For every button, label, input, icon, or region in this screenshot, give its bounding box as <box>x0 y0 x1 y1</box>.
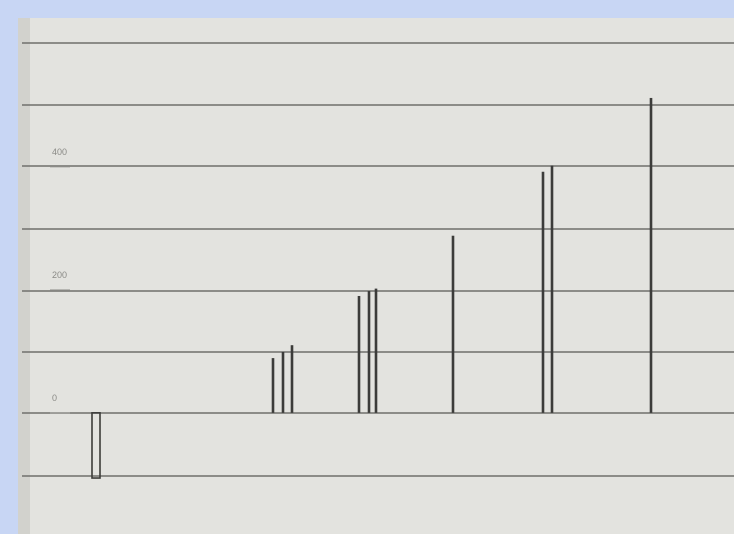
page: {"chart_data": {"type": "bar", "categori… <box>0 0 734 534</box>
y-tick-label: 400 <box>52 147 67 157</box>
chart: 0 200 400 <box>0 0 734 534</box>
bar <box>551 166 554 413</box>
paper <box>18 18 734 534</box>
bar <box>272 358 275 413</box>
y-tick-label: 0 <box>52 393 57 403</box>
paper-edge <box>18 18 30 534</box>
bar <box>542 172 545 413</box>
y-tick-label: 200 <box>52 270 67 280</box>
bar <box>650 98 653 413</box>
bar <box>375 289 378 413</box>
bar <box>358 296 361 413</box>
bar <box>282 352 285 413</box>
bar <box>452 236 455 413</box>
bar <box>368 291 371 413</box>
bar <box>291 345 294 413</box>
